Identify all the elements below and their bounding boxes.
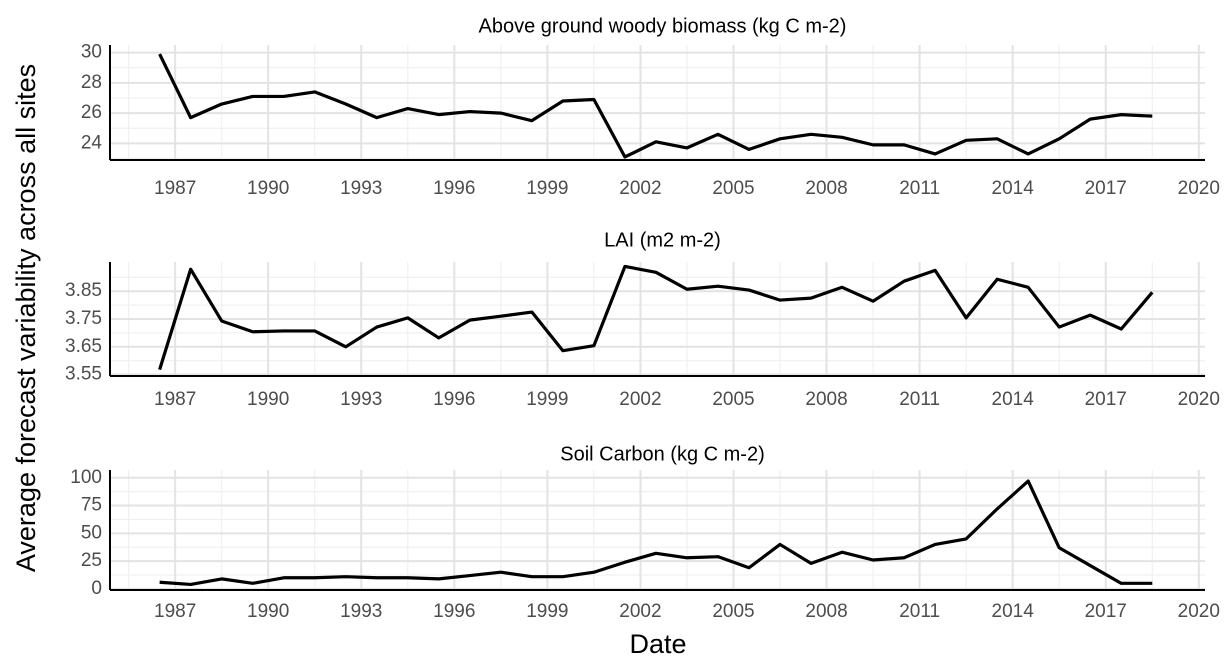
y-tick-label: 3.65 xyxy=(65,336,102,357)
x-tick-label: 2002 xyxy=(619,601,661,622)
data-line xyxy=(158,53,1153,159)
x-tick-label: 1990 xyxy=(247,389,289,410)
x-tick-label: 2008 xyxy=(805,178,847,199)
panel-title: Above ground woody biomass (kg C m-2) xyxy=(479,15,847,37)
panel-title: LAI (m2 m-2) xyxy=(604,229,721,251)
x-tick-label: 2011 xyxy=(899,389,940,410)
y-tick-label: 3.75 xyxy=(65,308,102,329)
x-tick-label: 2011 xyxy=(899,601,940,622)
y-tick-label: 25 xyxy=(81,550,102,571)
x-tick-label: 2017 xyxy=(1085,178,1127,199)
x-tick-label: 2014 xyxy=(992,601,1035,622)
x-tick-label: 2014 xyxy=(992,389,1035,410)
data-line xyxy=(159,479,1153,587)
x-tick-label: 1999 xyxy=(526,389,568,410)
x-axis-label: Date xyxy=(629,629,686,658)
x-tick-label: 1993 xyxy=(340,389,382,410)
x-tick-label: 2020 xyxy=(1178,389,1220,410)
y-tick-label: 75 xyxy=(81,495,102,516)
panel-title: Soil Carbon (kg C m-2) xyxy=(560,443,765,465)
x-tick-label: 2002 xyxy=(619,389,661,410)
y-tick-label: 30 xyxy=(81,42,102,63)
x-tick-label: 1996 xyxy=(433,601,475,622)
x-tick-label: 2014 xyxy=(992,178,1035,199)
x-tick-label: 1993 xyxy=(340,178,382,199)
x-tick-label: 1996 xyxy=(433,389,475,410)
y-axis-label: Average forecast variability across all … xyxy=(11,64,41,572)
y-tick-label: 28 xyxy=(81,72,102,93)
y-tick-label: 3.85 xyxy=(65,280,102,301)
y-tick-label: 26 xyxy=(81,102,102,123)
x-tick-label: 2008 xyxy=(805,389,847,410)
x-tick-label: 2017 xyxy=(1085,601,1127,622)
y-tick-label: 0 xyxy=(91,578,102,599)
x-tick-label: 1999 xyxy=(526,178,568,199)
x-tick-label: 1999 xyxy=(526,601,568,622)
x-tick-label: 1993 xyxy=(340,601,382,622)
y-tick-label: 100 xyxy=(70,467,102,488)
y-tick-label: 3.55 xyxy=(65,364,102,385)
data-line xyxy=(158,264,1154,371)
x-tick-label: 2002 xyxy=(619,178,661,199)
y-tick-label: 24 xyxy=(81,132,103,153)
x-tick-label: 2020 xyxy=(1178,601,1220,622)
x-tick-label: 1987 xyxy=(154,389,196,410)
x-tick-label: 2005 xyxy=(712,601,754,622)
x-tick-label: 2017 xyxy=(1085,389,1127,410)
x-tick-label: 1996 xyxy=(433,178,475,199)
x-tick-label: 1990 xyxy=(247,178,289,199)
x-tick-label: 2011 xyxy=(899,178,940,199)
x-tick-label: 1990 xyxy=(247,601,289,622)
x-tick-label: 2005 xyxy=(712,178,754,199)
x-tick-label: 1987 xyxy=(154,178,196,199)
x-tick-label: 2020 xyxy=(1178,178,1220,199)
x-tick-label: 2008 xyxy=(805,601,847,622)
x-tick-label: 1987 xyxy=(154,601,196,622)
x-tick-label: 2005 xyxy=(712,389,754,410)
y-tick-label: 50 xyxy=(81,522,102,543)
